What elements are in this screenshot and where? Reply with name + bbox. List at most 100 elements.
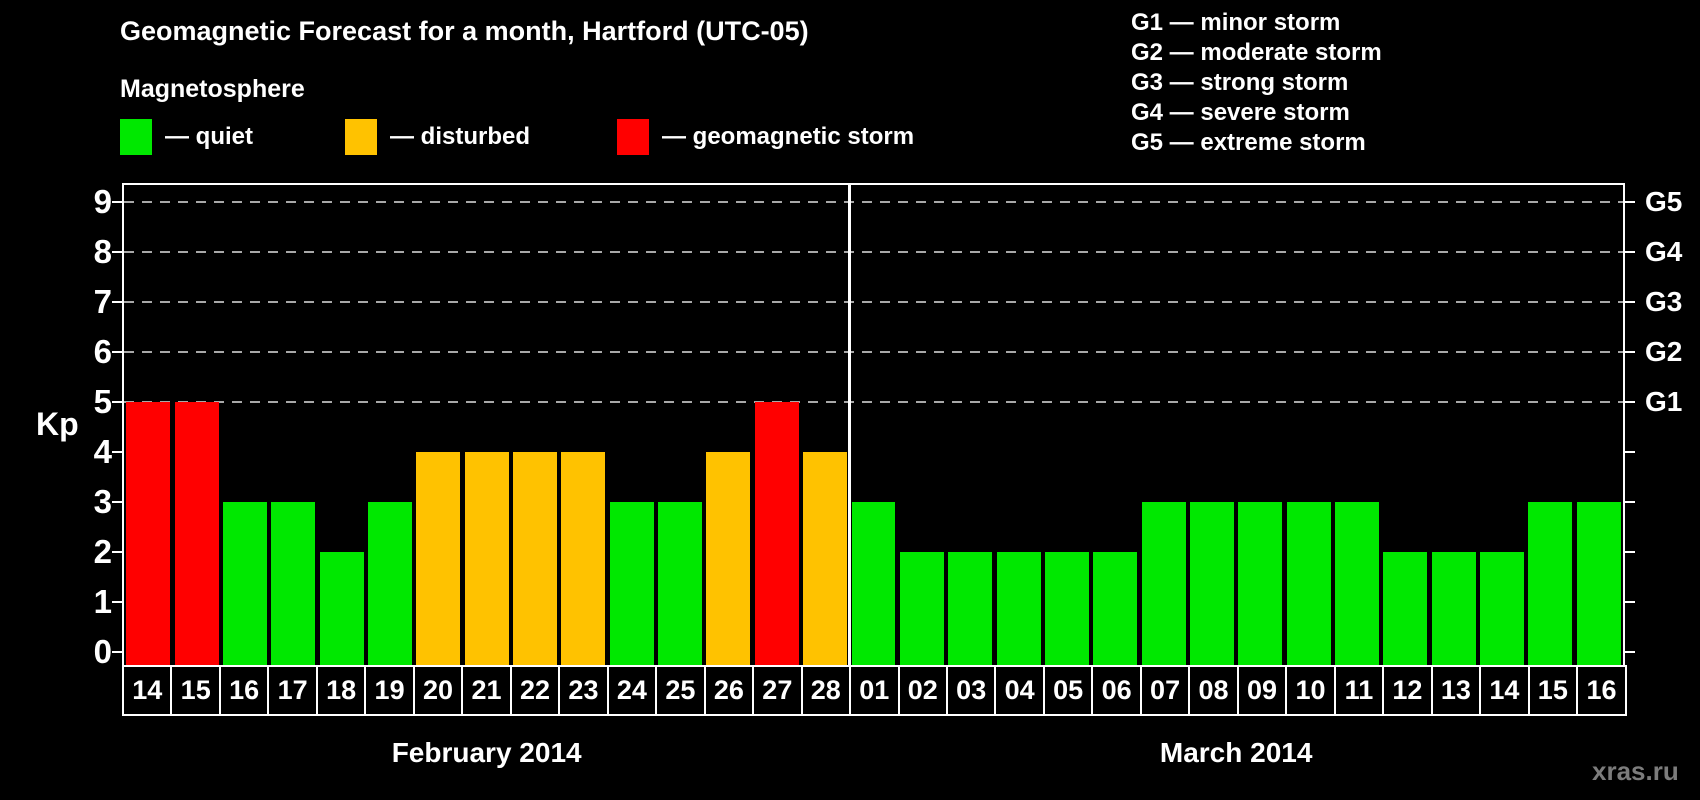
quiet-color-swatch bbox=[120, 119, 152, 155]
day-label: 02 bbox=[897, 665, 948, 716]
day-label: 26 bbox=[703, 665, 755, 716]
day-label: 09 bbox=[1236, 665, 1288, 716]
kp-bar bbox=[464, 452, 509, 665]
kp-bar bbox=[706, 452, 751, 665]
kp-bar bbox=[1528, 502, 1573, 665]
storm-color-swatch bbox=[617, 119, 649, 155]
y-tick-label: 0 bbox=[93, 633, 112, 670]
storm-scale-legend-line: G4 — severe storm bbox=[1131, 99, 1350, 126]
right-axis-tick bbox=[1625, 651, 1635, 653]
kp-bar bbox=[609, 502, 654, 665]
left-axis-tick bbox=[112, 401, 122, 403]
day-label: 14 bbox=[1479, 665, 1530, 716]
kp-bar bbox=[126, 402, 171, 665]
right-axis-tick bbox=[1625, 201, 1635, 203]
kp-bar bbox=[948, 552, 993, 665]
storm-scale-legend-line: G1 — minor storm bbox=[1131, 9, 1341, 36]
right-axis-tick bbox=[1625, 551, 1635, 553]
kp-bar bbox=[513, 452, 557, 665]
kp-bar bbox=[1335, 502, 1380, 665]
gridline-kp-9 bbox=[124, 201, 1623, 203]
g-level-label: G2 bbox=[1645, 336, 1683, 367]
storm-scale-legend-line: G2 — moderate storm bbox=[1131, 39, 1382, 66]
right-axis-tick bbox=[1625, 601, 1635, 603]
left-axis-tick bbox=[112, 451, 122, 453]
kp-bar bbox=[1044, 552, 1089, 665]
day-label: 15 bbox=[170, 665, 221, 716]
day-label: 18 bbox=[315, 665, 367, 716]
right-axis-tick bbox=[1625, 301, 1635, 303]
day-label: 25 bbox=[655, 665, 706, 716]
day-label: 12 bbox=[1382, 665, 1433, 716]
kp-bar bbox=[1286, 502, 1331, 665]
watermark: xras.ru bbox=[1592, 756, 1679, 786]
kp-bar bbox=[803, 452, 848, 665]
kp-bar bbox=[1431, 552, 1476, 665]
y-tick-label: 4 bbox=[93, 433, 112, 470]
kp-bar bbox=[319, 552, 364, 665]
disturbed-color-swatch bbox=[345, 119, 377, 155]
kp-bar bbox=[1480, 552, 1525, 665]
day-label: 10 bbox=[1285, 665, 1336, 716]
month-label: February 2014 bbox=[391, 737, 582, 768]
day-label: 07 bbox=[1139, 665, 1191, 716]
day-label: 15 bbox=[1527, 665, 1579, 716]
kp-bar bbox=[367, 502, 412, 665]
kp-bar bbox=[1238, 502, 1283, 665]
left-axis-tick bbox=[112, 351, 122, 353]
kp-bar bbox=[899, 552, 944, 665]
right-axis-tick bbox=[1625, 401, 1635, 403]
day-label: 17 bbox=[267, 665, 318, 716]
storm-scale-legend: G1 — minor storm G2 — moderate storm G3 — … bbox=[1131, 8, 1382, 158]
right-axis-tick bbox=[1625, 351, 1635, 353]
legend-item-label: — geomagnetic storm bbox=[662, 123, 915, 150]
day-label: 20 bbox=[412, 665, 464, 716]
kp-bar bbox=[1093, 552, 1138, 665]
kp-bar bbox=[1190, 502, 1234, 665]
kp-bar bbox=[996, 552, 1041, 665]
day-label: 22 bbox=[509, 665, 561, 716]
y-tick-label: 2 bbox=[93, 533, 112, 570]
left-axis-tick bbox=[112, 651, 122, 653]
right-axis-tick bbox=[1625, 501, 1635, 503]
left-axis-tick bbox=[112, 501, 122, 503]
gridline-kp-5 bbox=[124, 401, 1623, 403]
left-axis-tick bbox=[112, 201, 122, 203]
g-level-label: G3 bbox=[1645, 286, 1683, 317]
kp-bar bbox=[1383, 552, 1428, 665]
right-axis-tick bbox=[1625, 251, 1635, 253]
day-label: 24 bbox=[606, 665, 658, 716]
kp-bar bbox=[222, 502, 267, 665]
gridline-kp-8 bbox=[124, 251, 1623, 253]
kp-bar bbox=[658, 502, 703, 665]
month-divider bbox=[847, 185, 851, 665]
legend-item-quiet: — quiet bbox=[120, 118, 253, 156]
day-label: 27 bbox=[752, 665, 803, 716]
legend-item-disturbed: — disturbed bbox=[345, 118, 530, 156]
right-axis-tick bbox=[1625, 451, 1635, 453]
kp-bar bbox=[1141, 502, 1186, 665]
y-tick-label: 6 bbox=[93, 333, 112, 370]
legend-item-label: — quiet bbox=[165, 123, 253, 150]
left-axis-tick bbox=[112, 251, 122, 253]
storm-scale-legend-line: G5 — extreme storm bbox=[1131, 129, 1366, 156]
y-tick-label: 3 bbox=[93, 483, 112, 520]
g-level-label: G4 bbox=[1645, 236, 1683, 267]
storm-scale-legend-line: G3 — strong storm bbox=[1131, 69, 1349, 96]
y-tick-label: 7 bbox=[93, 283, 112, 320]
day-label: 16 bbox=[218, 665, 270, 716]
y-tick-label: 1 bbox=[93, 583, 112, 620]
legend-item-label: — disturbed bbox=[390, 123, 531, 150]
gridline-kp-7 bbox=[124, 301, 1623, 303]
kp-bar bbox=[1576, 502, 1621, 665]
day-label: 06 bbox=[1091, 665, 1142, 716]
left-axis-tick bbox=[112, 301, 122, 303]
day-label: 05 bbox=[1042, 665, 1094, 716]
kp-bar bbox=[754, 402, 799, 665]
day-label: 21 bbox=[461, 665, 512, 716]
left-axis-tick bbox=[112, 551, 122, 553]
kp-bar bbox=[851, 502, 896, 665]
kp-bar bbox=[561, 452, 606, 665]
day-label: 14 bbox=[121, 665, 173, 716]
day-label: 04 bbox=[994, 665, 1045, 716]
